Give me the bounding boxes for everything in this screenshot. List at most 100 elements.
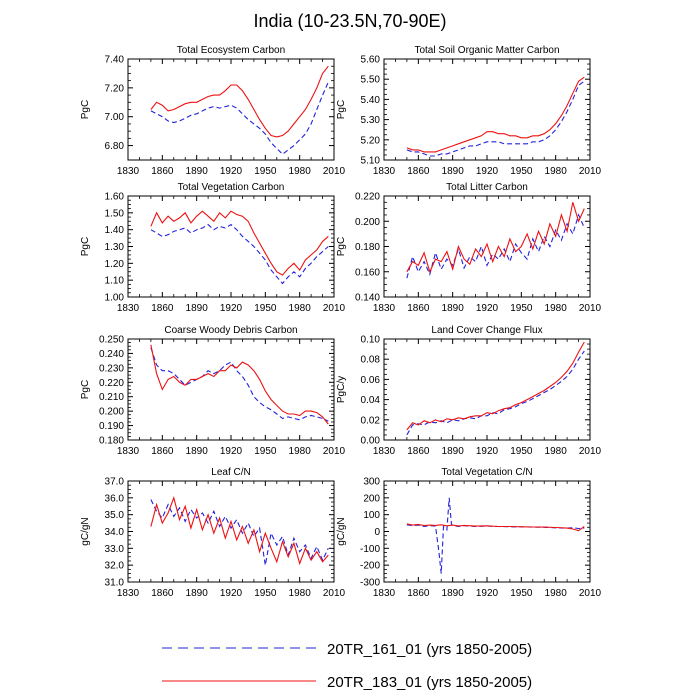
series-line-20tr-183-01 <box>406 341 585 431</box>
x-tick-label: 2010 <box>579 446 602 457</box>
chart-title: Total Ecosystem Carbon <box>177 45 285 56</box>
chart-land-cover-change-flux: Land Cover Change Flux 1830 1860 1890 1920 19… <box>336 325 602 457</box>
y-tick-label: 0.160 <box>355 267 380 278</box>
x-tick-label: 1830 <box>373 446 396 457</box>
series-line-20tr-183-01 <box>150 344 329 425</box>
x-tick-label: 2010 <box>579 303 602 314</box>
series-line-20tr-161-01 <box>406 213 585 279</box>
series-line-20tr-183-01 <box>150 65 329 138</box>
legend: 20TR_161_01 (yrs 1850-2005) 20TR_183_01 … <box>162 641 532 691</box>
y-tick-label: 37.0 <box>105 477 125 488</box>
chart-title: Total Vegetation Carbon <box>178 182 285 193</box>
y-tick-label: 0.04 <box>361 395 381 406</box>
x-tick-label: 1950 <box>510 588 533 599</box>
x-tick-label: 1950 <box>510 166 533 177</box>
y-tick-label: 0.08 <box>361 355 381 366</box>
y-tick-label: -100 <box>360 544 380 555</box>
x-tick-label: 1830 <box>373 303 396 314</box>
y-tick-label: 1.60 <box>105 192 125 203</box>
x-tick-label: 1920 <box>220 166 243 177</box>
y-tick-label: 36.0 <box>105 493 125 504</box>
y-tick-label: 7.20 <box>105 83 125 94</box>
y-tick-label: 5.40 <box>361 95 381 106</box>
x-tick-label: 1920 <box>476 303 499 314</box>
y-tick-label: 0.180 <box>355 242 380 253</box>
chart-leaf-c-n: Leaf C/N 1830 1860 1890 1920 1950 1980 2010 31.0… <box>80 467 346 599</box>
y-axis-label: PgC <box>336 237 347 256</box>
x-tick-label: 1920 <box>220 446 243 457</box>
y-tick-label: 1.00 <box>105 293 125 304</box>
y-tick-label: 5.30 <box>361 115 381 126</box>
chart-total-vegetation-carbon: Total Vegetation Carbon 1830 1860 1890 1920 1… <box>80 182 346 314</box>
y-axis-label: PgC <box>336 100 347 119</box>
y-tick-label: 34.0 <box>105 527 125 538</box>
y-tick-label: 0.250 <box>99 335 124 346</box>
series-line-20tr-183-01 <box>406 523 585 532</box>
y-tick-label: -200 <box>360 561 380 572</box>
y-axis-label: gC/gN <box>80 517 91 545</box>
x-tick-label: 2010 <box>579 588 602 599</box>
y-tick-label: 0.06 <box>361 375 381 386</box>
y-tick-label: 5.60 <box>361 55 381 66</box>
legend-label-20tr-183: 20TR_183_01 (yrs 1850-2005) <box>327 674 532 691</box>
x-tick-label: 1830 <box>373 588 396 599</box>
y-tick-label: 0.140 <box>355 293 380 304</box>
panels: Total Ecosystem Carbon 1830 1860 1890 1920 19… <box>80 45 602 599</box>
x-tick-label: 2010 <box>579 166 602 177</box>
y-tick-label: 1.30 <box>105 242 125 253</box>
y-tick-label: 0.10 <box>361 335 381 346</box>
y-axis-label: PgC <box>80 380 91 399</box>
x-tick-label: 2010 <box>323 166 346 177</box>
chart-total-soil-organic-matter-carbon: Total Soil Organic Matter Carbon 1830 1860… <box>336 45 602 177</box>
y-tick-label: 100 <box>363 510 380 521</box>
x-tick-label: 1980 <box>289 446 312 457</box>
x-tick-label: 1890 <box>442 588 465 599</box>
series-line-20tr-161-01 <box>406 350 585 436</box>
x-tick-label: 1830 <box>117 588 140 599</box>
y-tick-label: 0.210 <box>99 392 124 403</box>
y-tick-label: 200 <box>363 493 380 504</box>
x-tick-label: 1980 <box>289 588 312 599</box>
y-tick-label: 0.220 <box>355 192 380 203</box>
series-line-20tr-161-01 <box>150 81 329 155</box>
y-tick-label: 5.20 <box>361 135 381 146</box>
legend-label-20tr-161: 20TR_161_01 (yrs 1850-2005) <box>327 641 532 658</box>
x-tick-label: 1890 <box>186 303 209 314</box>
x-tick-label: 1920 <box>476 166 499 177</box>
y-tick-label: 7.40 <box>105 55 125 66</box>
x-tick-label: 1980 <box>545 303 568 314</box>
y-tick-label: 0.200 <box>355 217 380 228</box>
plot-frame <box>383 58 591 161</box>
y-axis-label: gC/gN <box>336 517 347 545</box>
x-tick-label: 2010 <box>323 446 346 457</box>
y-tick-label: 0.200 <box>99 407 124 418</box>
x-tick-label: 1920 <box>476 588 499 599</box>
x-tick-label: 1890 <box>186 166 209 177</box>
x-tick-label: 1830 <box>117 446 140 457</box>
y-tick-label: 0.190 <box>99 421 124 432</box>
x-tick-label: 1860 <box>151 303 174 314</box>
series-line-20tr-161-01 <box>150 223 329 285</box>
y-tick-label: 1.10 <box>105 276 125 287</box>
chart-title: Total Soil Organic Matter Carbon <box>414 45 559 56</box>
y-tick-label: 1.20 <box>105 259 125 270</box>
chart-coarse-woody-debris-carbon: Coarse Woody Debris Carbon 1830 1860 1890 19… <box>80 325 346 457</box>
x-tick-label: 2010 <box>323 303 346 314</box>
x-tick-label: 1980 <box>545 166 568 177</box>
plot-frame <box>383 195 591 298</box>
plot-frame <box>127 480 335 583</box>
x-tick-label: 1890 <box>442 446 465 457</box>
plot-frame <box>127 338 335 441</box>
x-tick-label: 1830 <box>373 166 396 177</box>
x-tick-label: 1890 <box>442 166 465 177</box>
y-tick-label: 0.180 <box>99 436 124 447</box>
y-tick-label: 32.0 <box>105 561 125 572</box>
x-tick-label: 1980 <box>545 588 568 599</box>
y-tick-label: 0.00 <box>361 436 381 447</box>
x-tick-label: 1860 <box>407 446 430 457</box>
x-tick-label: 1980 <box>289 166 312 177</box>
x-tick-label: 1860 <box>151 166 174 177</box>
x-tick-label: 1950 <box>510 303 533 314</box>
y-tick-label: 5.50 <box>361 75 381 86</box>
